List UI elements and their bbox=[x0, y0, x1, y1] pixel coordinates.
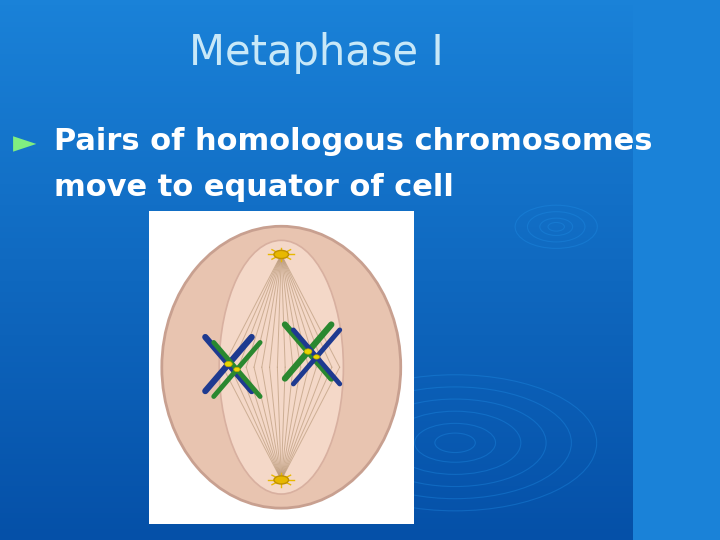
Ellipse shape bbox=[274, 251, 289, 259]
Ellipse shape bbox=[225, 361, 233, 367]
Ellipse shape bbox=[313, 355, 320, 359]
Ellipse shape bbox=[274, 476, 289, 484]
Bar bbox=[148, 211, 414, 524]
Ellipse shape bbox=[234, 367, 240, 372]
Text: ►: ► bbox=[13, 130, 36, 159]
Text: move to equator of cell: move to equator of cell bbox=[54, 173, 454, 202]
Ellipse shape bbox=[162, 226, 401, 508]
Text: Metaphase I: Metaphase I bbox=[189, 32, 444, 75]
Ellipse shape bbox=[219, 240, 343, 494]
Text: Pairs of homologous chromosomes: Pairs of homologous chromosomes bbox=[54, 127, 652, 156]
Ellipse shape bbox=[305, 349, 312, 354]
